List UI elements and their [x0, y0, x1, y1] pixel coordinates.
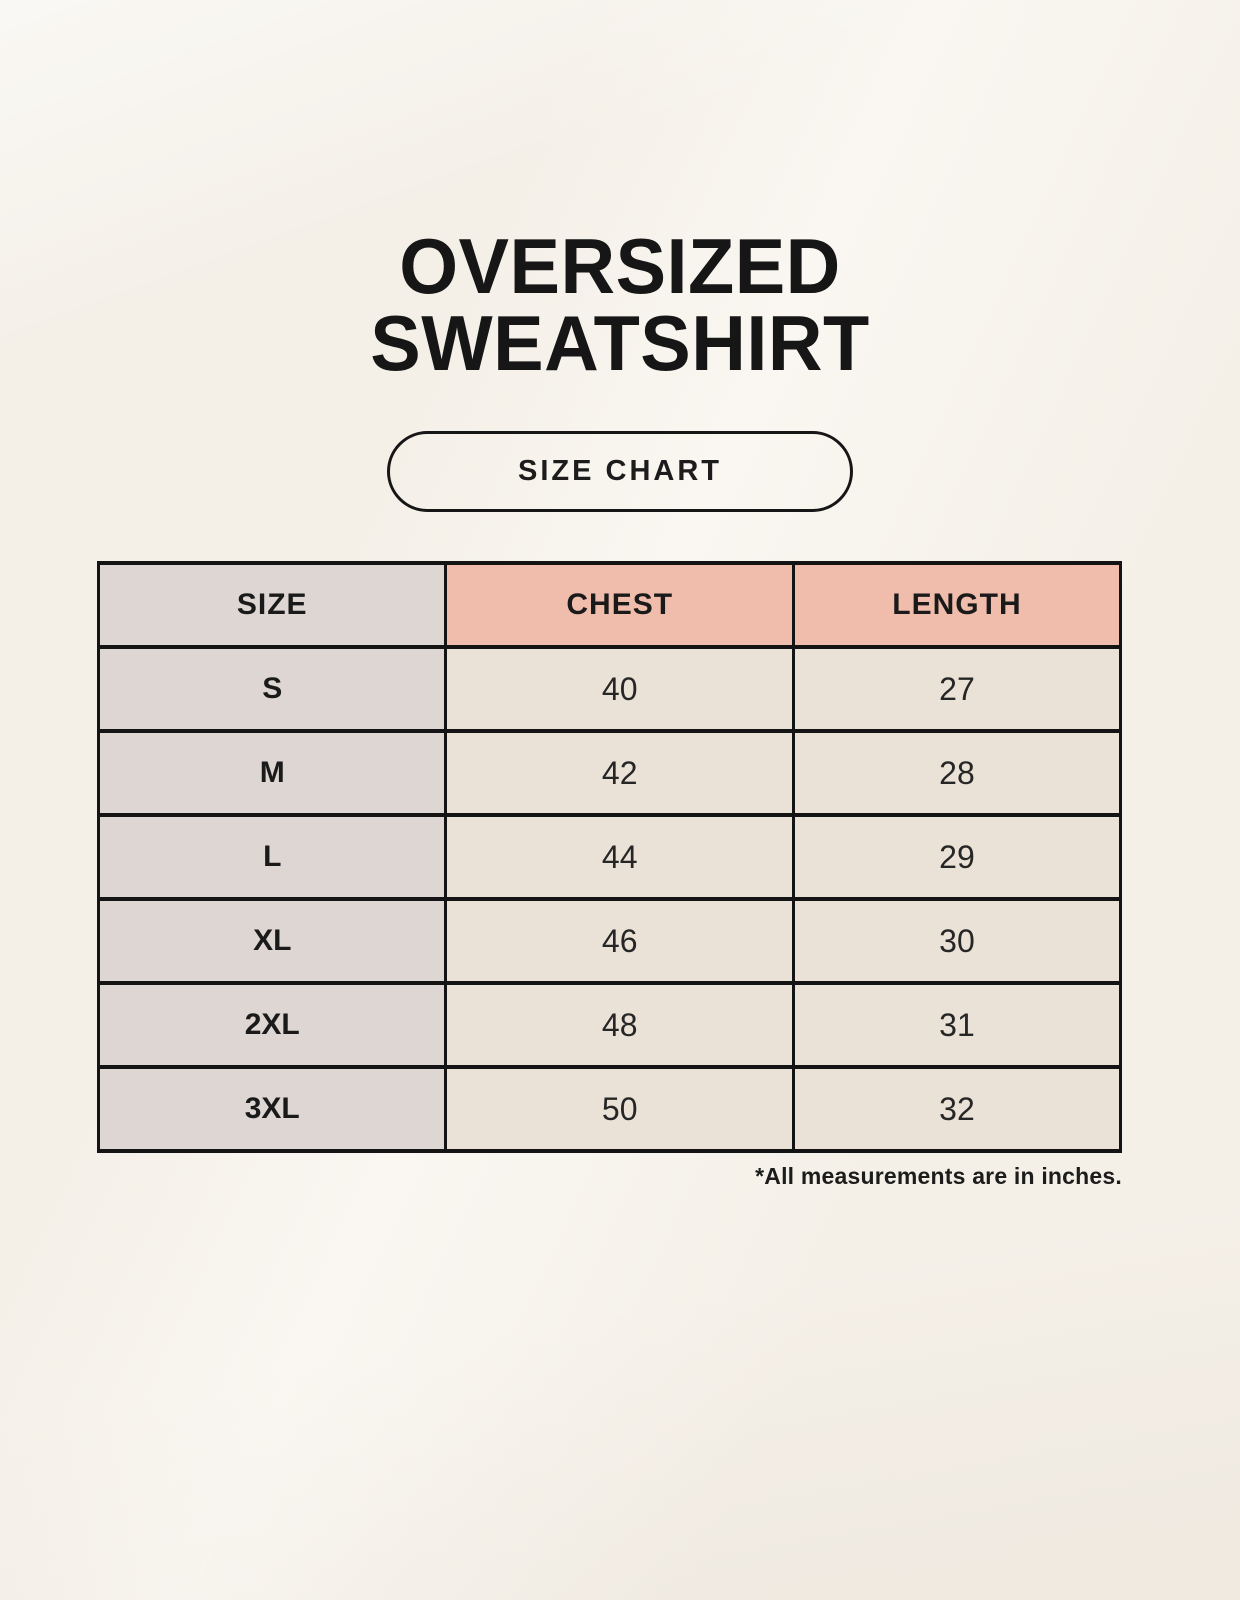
size-chart-badge-container: SIZE CHART — [0, 431, 1240, 512]
length-cell: 28 — [791, 729, 1123, 817]
chest-cell: 46 — [444, 897, 795, 985]
size-chart-badge: SIZE CHART — [387, 431, 853, 512]
chest-cell: 44 — [444, 813, 795, 901]
length-cell: 32 — [791, 1065, 1123, 1153]
chest-cell: 40 — [444, 645, 795, 733]
length-column-header: LENGTH — [791, 561, 1123, 649]
table-row: S 40 27 — [96, 645, 1123, 733]
length-cell: 30 — [791, 897, 1123, 985]
size-cell: XL — [96, 897, 448, 985]
length-cell: 29 — [791, 813, 1123, 901]
table-row: M 42 28 — [96, 729, 1123, 817]
chest-cell: 50 — [444, 1065, 795, 1153]
size-cell: L — [96, 813, 448, 901]
product-title-line2: SWEATSHIRT — [370, 299, 870, 388]
table-row: L 44 29 — [96, 813, 1123, 901]
table-header-row: SIZE CHEST LENGTH — [96, 561, 1123, 649]
chest-cell: 42 — [444, 729, 795, 817]
chest-cell: 48 — [444, 981, 795, 1069]
size-cell: M — [96, 729, 448, 817]
size-chart-table: SIZE CHEST LENGTH S 40 27 M 42 28 L 44 2… — [96, 561, 1123, 1153]
measurement-unit-note: *All measurements are in inches. — [755, 1163, 1122, 1189]
size-column-header: SIZE — [96, 561, 448, 649]
length-cell: 27 — [791, 645, 1123, 733]
table-row: 2XL 48 31 — [96, 981, 1123, 1069]
size-cell: 2XL — [96, 981, 448, 1069]
chest-column-header: CHEST — [444, 561, 795, 649]
product-title-line1: OVERSIZED — [399, 222, 841, 310]
size-cell: S — [96, 645, 448, 733]
length-cell: 31 — [791, 981, 1123, 1069]
table-row: 3XL 50 32 — [96, 1065, 1123, 1153]
size-cell: 3XL — [96, 1065, 448, 1153]
table-row: XL 46 30 — [96, 897, 1123, 985]
product-title: OVERSIZED SWEATSHIRT — [19, 222, 1222, 388]
